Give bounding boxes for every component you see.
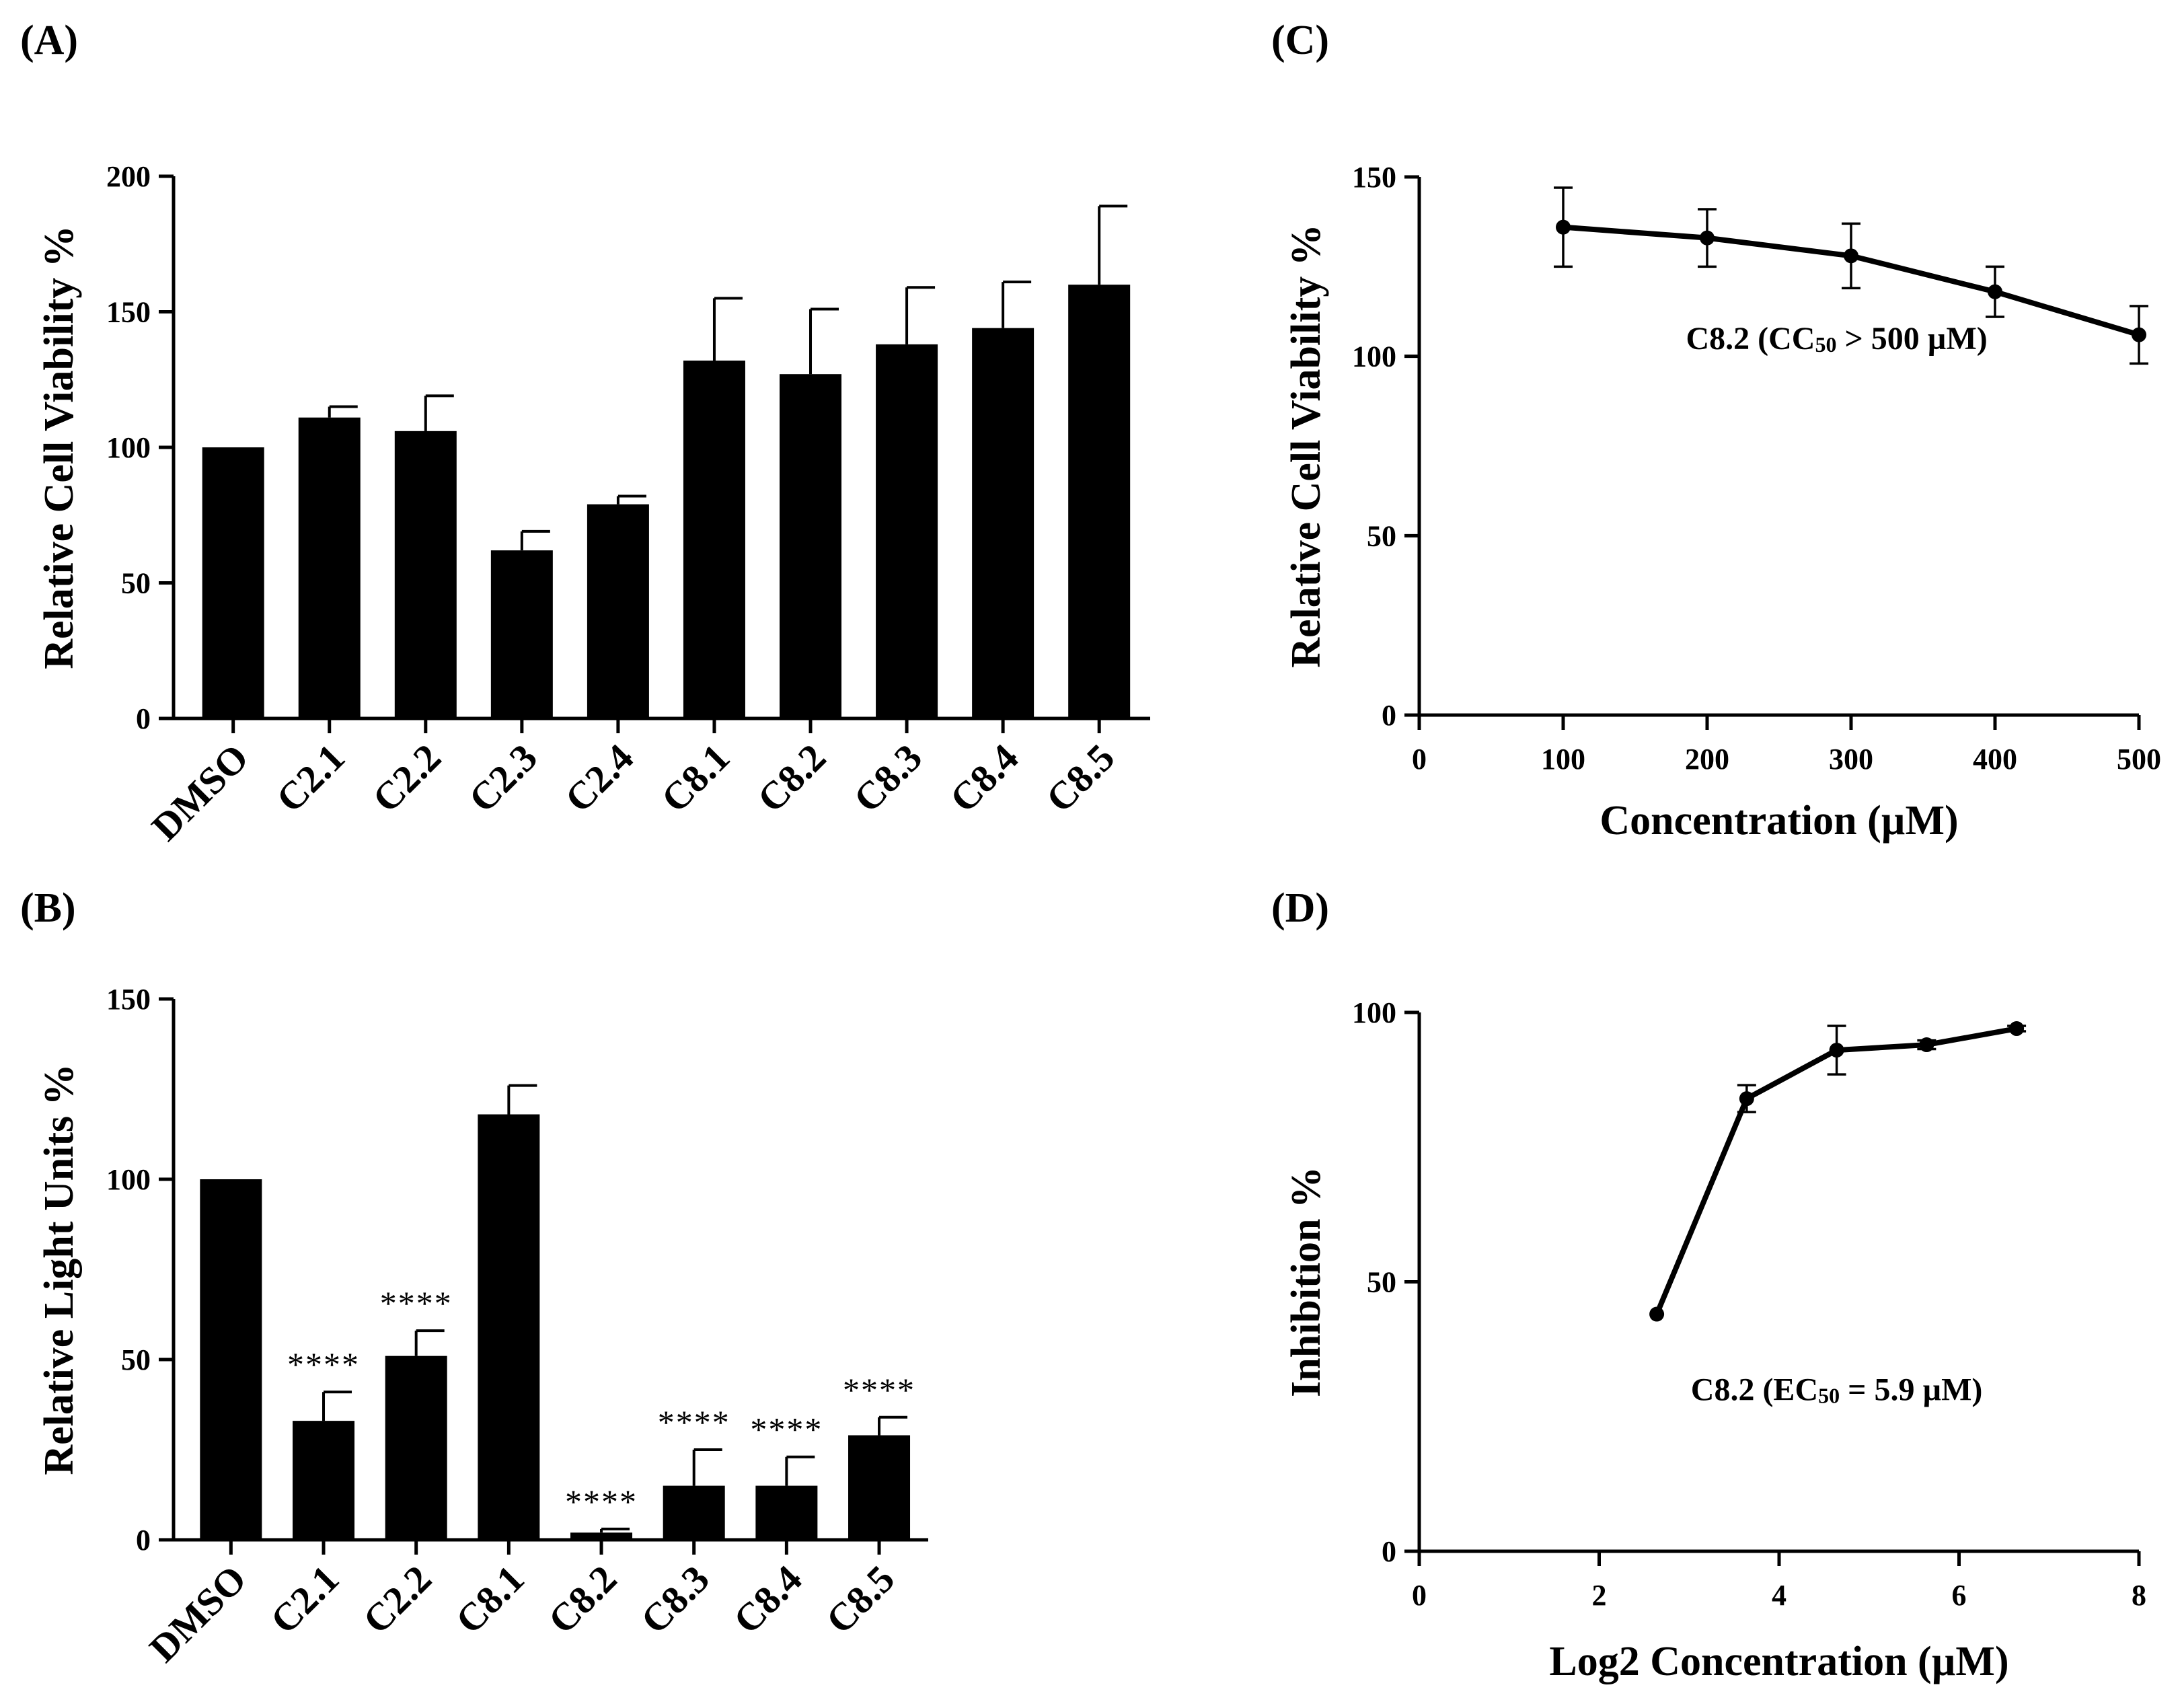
bar xyxy=(200,1179,262,1540)
data-point xyxy=(1844,248,1858,264)
category-label: C8.1 xyxy=(447,1557,533,1642)
bar xyxy=(876,344,938,718)
y-tick-label: 50 xyxy=(121,1343,151,1376)
panel-label: (C) xyxy=(1271,17,1329,63)
bar xyxy=(587,504,649,718)
y-tick-label: 50 xyxy=(1367,1266,1396,1299)
category-label: C2.3 xyxy=(460,735,546,821)
category-label: C8.1 xyxy=(652,735,738,821)
significance-marker: **** xyxy=(750,1411,823,1448)
x-tick-label: 500 xyxy=(2117,743,2161,776)
x-tick-label: 100 xyxy=(1541,743,1585,776)
x-tick-label: 4 xyxy=(1772,1579,1786,1612)
category-label: DMSO xyxy=(143,735,257,849)
bar xyxy=(570,1532,633,1540)
significance-marker: **** xyxy=(658,1403,730,1441)
category-label: C2.4 xyxy=(556,735,642,821)
significance-marker: **** xyxy=(843,1371,915,1409)
bar xyxy=(780,374,842,718)
panel-label: (B) xyxy=(20,885,76,931)
y-tick-label: 100 xyxy=(106,1163,151,1196)
y-axis-title: Relative Cell Viability % xyxy=(1283,224,1329,668)
category-label: C2.1 xyxy=(262,1557,347,1642)
bar xyxy=(298,417,361,718)
x-tick-label: 2 xyxy=(1592,1579,1607,1612)
x-axis-title: Concentration (µM) xyxy=(1600,798,1958,844)
y-tick-label: 150 xyxy=(1352,161,1396,194)
bar xyxy=(683,361,745,718)
significance-marker: **** xyxy=(287,1345,360,1383)
category-label: C8.5 xyxy=(817,1557,903,1642)
category-label: C8.4 xyxy=(941,735,1026,821)
data-point xyxy=(1919,1037,1934,1053)
y-axis-title: Relative Light Units % xyxy=(36,1064,82,1475)
data-point xyxy=(2132,327,2146,342)
bar xyxy=(755,1485,818,1540)
bar xyxy=(394,431,457,718)
y-axis-title: Inhibition % xyxy=(1283,1166,1329,1397)
category-label: DMSO xyxy=(141,1557,255,1670)
x-tick-label: 200 xyxy=(1685,743,1729,776)
bar xyxy=(293,1421,355,1540)
y-tick-label: 50 xyxy=(121,567,151,600)
y-tick-label: 200 xyxy=(106,160,151,193)
panel-label: (A) xyxy=(20,17,78,63)
significance-marker: **** xyxy=(565,1483,638,1520)
y-tick-label: 50 xyxy=(1367,519,1396,552)
significance-marker: **** xyxy=(380,1284,453,1322)
y-tick-label: 100 xyxy=(1352,996,1396,1029)
x-tick-label: 400 xyxy=(1973,743,2017,776)
category-label: C8.3 xyxy=(845,735,930,821)
bar xyxy=(478,1114,540,1540)
y-tick-label: 0 xyxy=(136,1524,151,1557)
data-point xyxy=(1739,1091,1754,1107)
x-tick-label: 0 xyxy=(1412,743,1427,776)
bar xyxy=(385,1356,447,1540)
data-point xyxy=(1988,284,2002,299)
y-tick-label: 0 xyxy=(136,702,151,735)
y-tick-label: 0 xyxy=(1382,699,1396,732)
x-tick-label: 8 xyxy=(2132,1579,2146,1612)
category-label: C8.4 xyxy=(725,1557,811,1642)
category-label: C8.5 xyxy=(1038,735,1123,821)
annotation: C8.2 (CC50 > 500 µM) xyxy=(1686,321,1987,357)
y-tick-label: 150 xyxy=(106,983,151,1016)
y-tick-label: 0 xyxy=(1382,1535,1396,1568)
y-axis-title: Relative Cell Viability % xyxy=(36,225,82,669)
x-tick-label: 6 xyxy=(1952,1579,1967,1612)
category-label: C2.2 xyxy=(364,735,449,821)
annotation: C8.2 (EC50 = 5.9 µM) xyxy=(1691,1372,1983,1408)
y-tick-label: 100 xyxy=(106,431,151,464)
x-axis-title: Log2 Concentration (µM) xyxy=(1549,1639,2008,1684)
panel-label: (D) xyxy=(1271,885,1329,931)
x-tick-label: 300 xyxy=(1829,743,1873,776)
data-point xyxy=(1649,1306,1665,1322)
data-point xyxy=(2009,1021,2025,1037)
y-tick-label: 100 xyxy=(1352,340,1396,373)
bar xyxy=(972,328,1034,718)
bar xyxy=(202,447,264,718)
x-tick-label: 0 xyxy=(1412,1579,1427,1612)
category-label: C8.2 xyxy=(749,735,834,821)
bar xyxy=(490,550,553,718)
bar xyxy=(663,1485,725,1540)
bar xyxy=(848,1435,911,1540)
y-tick-label: 150 xyxy=(106,296,151,329)
data-point xyxy=(1829,1043,1844,1058)
category-label: C2.2 xyxy=(354,1557,440,1642)
category-label: C2.1 xyxy=(268,735,353,821)
bar xyxy=(1068,285,1131,718)
category-label: C8.2 xyxy=(539,1557,625,1642)
category-label: C8.3 xyxy=(632,1557,718,1642)
data-point xyxy=(1556,219,1571,235)
data-point xyxy=(1700,230,1715,246)
